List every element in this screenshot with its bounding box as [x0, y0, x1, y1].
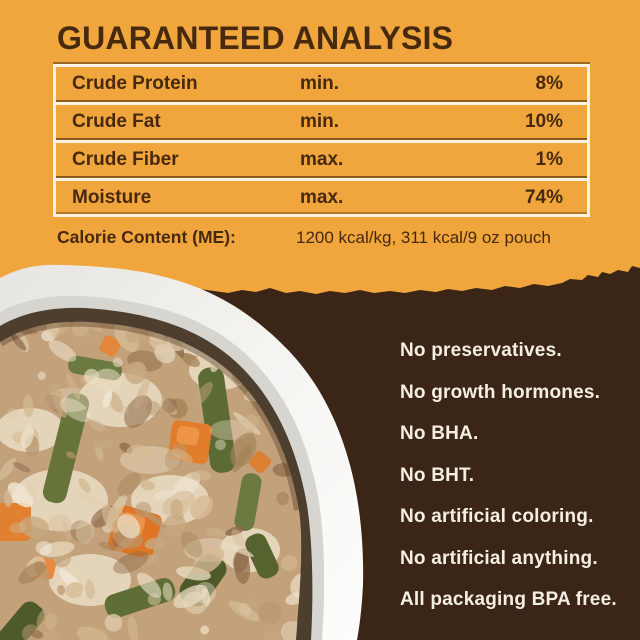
claim-item: No growth hormones.: [400, 381, 601, 403]
table-row: Crude Fat min. 10%: [56, 105, 587, 138]
claim-item: No preservatives.: [400, 340, 562, 361]
row-divider: [56, 138, 587, 143]
guaranteed-analysis-title: GUARANTEED ANALYSIS: [57, 20, 454, 56]
row-divider: [56, 100, 587, 105]
nutrient-value: 74%: [524, 186, 563, 208]
basis-label: max.: [300, 186, 344, 208]
guaranteed-analysis-table: Crude Protein min. 8% Crude Fat min. 10%…: [53, 64, 590, 217]
dog-food-bowl-photo: [0, 264, 364, 640]
nutrient-value: 10%: [524, 110, 563, 132]
table-row: Crude Fiber max. 1%: [56, 143, 587, 176]
torn-paper-edge: [0, 0, 640, 294]
calorie-content-label: Calorie Content (ME):: [57, 227, 236, 247]
table-row: Crude Protein min. 8%: [56, 67, 587, 100]
table-row: Moisture max. 74%: [56, 181, 587, 214]
nutrient-label: Crude Fiber: [72, 148, 179, 170]
basis-label: min.: [300, 72, 340, 94]
claim-item: No BHT.: [400, 464, 475, 486]
claim-item: No artificial coloring.: [400, 506, 594, 527]
nutrient-value: 8%: [535, 72, 563, 94]
claim-item: All packaging BPA free.: [400, 589, 617, 610]
calorie-content-value: 1200 kcal/kg, 311 kcal/9 oz pouch: [296, 228, 551, 247]
basis-label: max.: [300, 148, 344, 170]
orange-panel: [0, 0, 640, 294]
food-edge-shadow: [0, 321, 302, 511]
row-divider: [56, 176, 587, 181]
claim-item: No BHA.: [400, 423, 479, 444]
calorie-content-row: Calorie Content (ME): 1200 kcal/kg, 311 …: [57, 227, 551, 248]
nutrient-label: Crude Fat: [72, 110, 161, 132]
nutrient-value: 1%: [535, 148, 563, 170]
nutrient-label: Moisture: [72, 186, 152, 208]
basis-label: min.: [300, 110, 340, 132]
claims-list: No preservatives. No growth hormones. No…: [400, 330, 617, 621]
nutrient-label: Crude Protein: [72, 72, 198, 94]
green-bean-pieces: [0, 355, 279, 640]
claim-item: No artificial anything.: [400, 547, 598, 569]
